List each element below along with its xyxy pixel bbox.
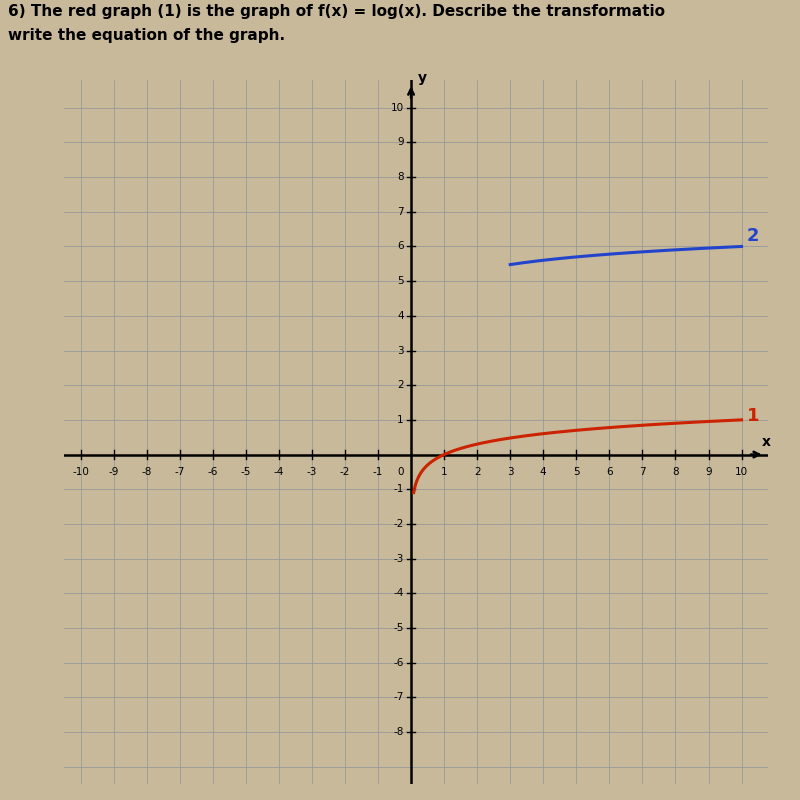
Text: y: y (418, 71, 427, 86)
Text: 7: 7 (639, 466, 646, 477)
Text: 10: 10 (735, 466, 748, 477)
Text: -3: -3 (306, 466, 317, 477)
Text: -6: -6 (207, 466, 218, 477)
Text: -7: -7 (174, 466, 185, 477)
Text: 1: 1 (746, 407, 759, 426)
Text: 10: 10 (390, 102, 404, 113)
Text: -2: -2 (394, 519, 404, 529)
Text: 3: 3 (397, 346, 404, 355)
Text: 2: 2 (397, 380, 404, 390)
Text: 2: 2 (746, 227, 759, 245)
Text: 4: 4 (397, 311, 404, 321)
Text: 5: 5 (397, 276, 404, 286)
Text: -6: -6 (394, 658, 404, 668)
Text: 1: 1 (441, 466, 447, 477)
Text: -2: -2 (340, 466, 350, 477)
Text: 7: 7 (397, 206, 404, 217)
Text: -9: -9 (108, 466, 118, 477)
Text: 6) The red graph (1) is the graph of f(x) = log(x). Describe the transformatio: 6) The red graph (1) is the graph of f(x… (8, 4, 665, 19)
Text: -4: -4 (274, 466, 284, 477)
Text: -8: -8 (394, 727, 404, 737)
Text: x: x (762, 435, 771, 450)
Text: -10: -10 (72, 466, 89, 477)
Text: -1: -1 (373, 466, 383, 477)
Text: -1: -1 (394, 484, 404, 494)
Text: 5: 5 (573, 466, 580, 477)
Text: 8: 8 (672, 466, 678, 477)
Text: write the equation of the graph.: write the equation of the graph. (8, 28, 285, 43)
Text: 1: 1 (397, 415, 404, 425)
Text: -8: -8 (142, 466, 152, 477)
Text: -7: -7 (394, 692, 404, 702)
Text: 6: 6 (606, 466, 613, 477)
Text: -4: -4 (394, 588, 404, 598)
Text: 4: 4 (540, 466, 546, 477)
Text: 0: 0 (398, 466, 404, 477)
Text: 9: 9 (397, 138, 404, 147)
Text: 6: 6 (397, 242, 404, 251)
Text: 9: 9 (705, 466, 712, 477)
Text: 3: 3 (507, 466, 514, 477)
Text: 8: 8 (397, 172, 404, 182)
Text: -5: -5 (241, 466, 251, 477)
Text: -3: -3 (394, 554, 404, 563)
Text: 2: 2 (474, 466, 481, 477)
Text: -5: -5 (394, 623, 404, 633)
